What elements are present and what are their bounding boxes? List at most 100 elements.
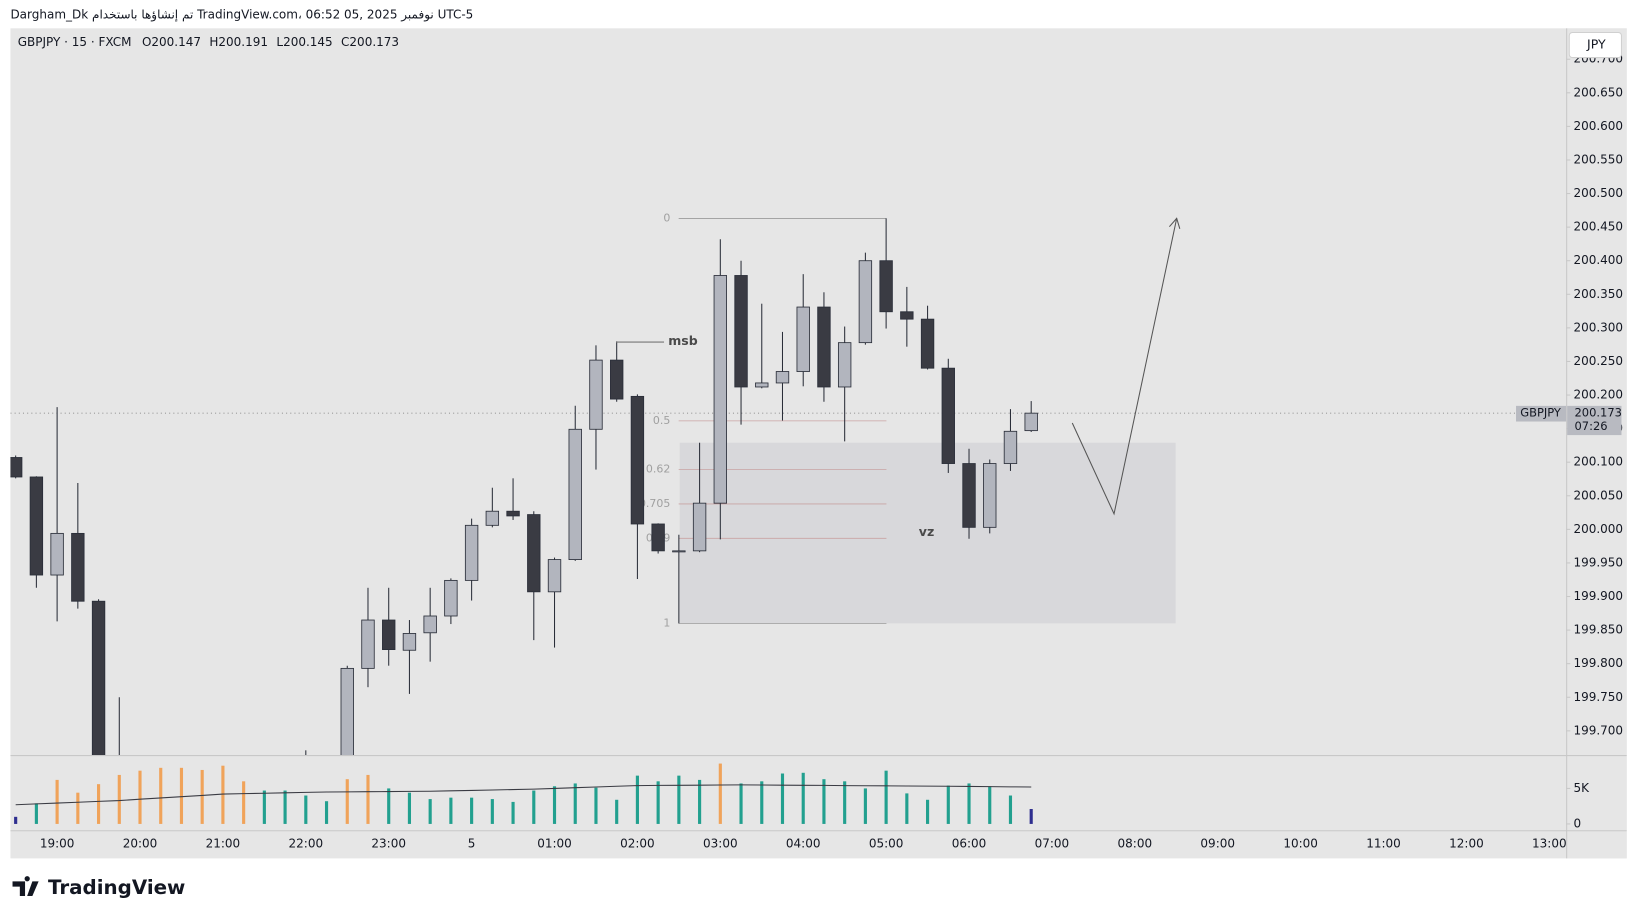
candle-body <box>610 359 624 400</box>
x-tick-label: 20:00 <box>123 836 158 850</box>
volume-bar <box>822 779 826 824</box>
fib-label: 0.62 <box>646 462 670 475</box>
y-tick-label: 199.900 <box>1573 589 1623 603</box>
y-tick-label: 200.500 <box>1573 186 1623 200</box>
volume-bar <box>1029 809 1033 824</box>
volume-bar <box>594 787 598 824</box>
volume-bar <box>760 781 764 824</box>
volume-bar <box>635 775 639 824</box>
x-tick-label: 21:00 <box>206 836 241 850</box>
volume-bar <box>490 799 494 824</box>
x-tick-label: 09:00 <box>1200 836 1235 850</box>
candle-body <box>91 600 106 756</box>
x-tick-label: 10:00 <box>1283 836 1318 850</box>
volume-ma <box>15 784 1032 806</box>
price-tag <box>1567 405 1622 436</box>
volume-bar <box>884 770 888 824</box>
x-tick-label: 19:00 <box>40 836 75 850</box>
price-pane: 00.50.620.7050.791msbvz <box>10 211 1567 756</box>
zone <box>679 442 1176 624</box>
volume-bar <box>366 774 370 824</box>
symbol-tag-text: GBPJPY <box>1520 406 1562 420</box>
volume-bar <box>677 775 681 824</box>
volume-bar <box>304 795 308 824</box>
candle-body <box>879 260 893 313</box>
y-tick-label: 200.200 <box>1573 388 1623 402</box>
x-tick-label: 12:00 <box>1449 836 1484 850</box>
candle-body <box>361 619 375 669</box>
candle-body <box>858 260 873 344</box>
volume-bar <box>428 799 432 824</box>
y-tick-label: 200.650 <box>1573 85 1623 99</box>
x-tick-label: 03:00 <box>703 836 738 850</box>
candle-body <box>713 275 727 504</box>
candle-body <box>630 395 645 525</box>
volume-bar <box>967 783 971 824</box>
candle-body <box>589 359 603 430</box>
y-tick-label: 200.100 <box>1573 455 1623 469</box>
currency-button[interactable] <box>1568 31 1622 59</box>
x-tick-label: 07:00 <box>1035 836 1070 850</box>
volume-bar <box>221 765 225 824</box>
y-tick-label: 200.350 <box>1573 287 1623 301</box>
logo-icon <box>12 876 39 896</box>
volume-bar <box>780 773 785 824</box>
projection-arrow <box>1071 218 1178 516</box>
candle-body <box>962 463 976 528</box>
y-tick-label: 200.450 <box>1573 220 1623 234</box>
ohlc-letter: C <box>341 34 349 48</box>
volume-bar <box>324 801 329 824</box>
volume-bar <box>843 781 847 824</box>
y-tick-label: 200.600 <box>1573 119 1623 133</box>
candle-body <box>10 457 23 478</box>
candle-body <box>340 667 354 756</box>
volume-bar <box>863 788 867 824</box>
volume-bar <box>283 790 287 824</box>
volume-pane <box>14 763 1033 824</box>
symbol-tag <box>1516 405 1567 422</box>
arrow-head <box>1168 217 1181 229</box>
logo: TradingView <box>12 876 185 899</box>
ohlc-value: 200.173 <box>349 34 399 48</box>
y-tick-label: 199.950 <box>1573 555 1623 569</box>
countdown: 07:26 <box>1574 419 1607 433</box>
ohlc-value: 200.145 <box>283 34 333 48</box>
candle-body <box>900 311 914 320</box>
y-tick-label: 200.550 <box>1573 152 1623 166</box>
fib-label: 0 <box>663 211 670 224</box>
x-tick-label: 08:00 <box>1118 836 1153 850</box>
volume-bar <box>76 792 80 824</box>
volume-bar <box>905 793 909 824</box>
candle-body <box>1024 412 1038 432</box>
ohlc-letter: L <box>276 34 283 48</box>
candle-body <box>444 579 458 617</box>
y-tick-label: 200.000 <box>1573 522 1623 536</box>
volume-bar <box>988 786 992 824</box>
ohlc-value: 200.147 <box>151 34 201 48</box>
volume-bar <box>698 779 702 824</box>
volume-bar <box>96 784 101 824</box>
x-tick-label: 01:00 <box>537 836 572 850</box>
x-tick-label: 23:00 <box>371 836 406 850</box>
volume-bar <box>55 779 59 824</box>
x-tick-label: 22:00 <box>289 836 324 850</box>
volume-bar <box>656 781 660 824</box>
y-tick-label: 199.850 <box>1573 623 1623 637</box>
volume-bar <box>117 774 121 824</box>
candle-body <box>775 371 790 384</box>
candle-body <box>692 502 707 552</box>
annotation: msb <box>668 333 697 348</box>
symbol: GBPJPY · 15 · FXCM <box>18 34 132 48</box>
candle-body <box>755 382 769 388</box>
x-tick-label: 11:00 <box>1366 836 1401 850</box>
y-tick-label: 200.050 <box>1573 488 1623 502</box>
logo-text: TradingView <box>48 876 185 899</box>
currency: JPY <box>1586 37 1606 52</box>
candle-body <box>485 510 500 526</box>
volume-bar <box>262 790 266 824</box>
candle-body <box>50 532 64 576</box>
axes: 199.700 199.750 199.800 199.850 199.900 199.9… <box>40 52 1623 851</box>
legend: GBPJPY · 15 · FXCM O200.147 H200.191 L200.1… <box>18 34 399 48</box>
volume-bar <box>179 767 184 824</box>
